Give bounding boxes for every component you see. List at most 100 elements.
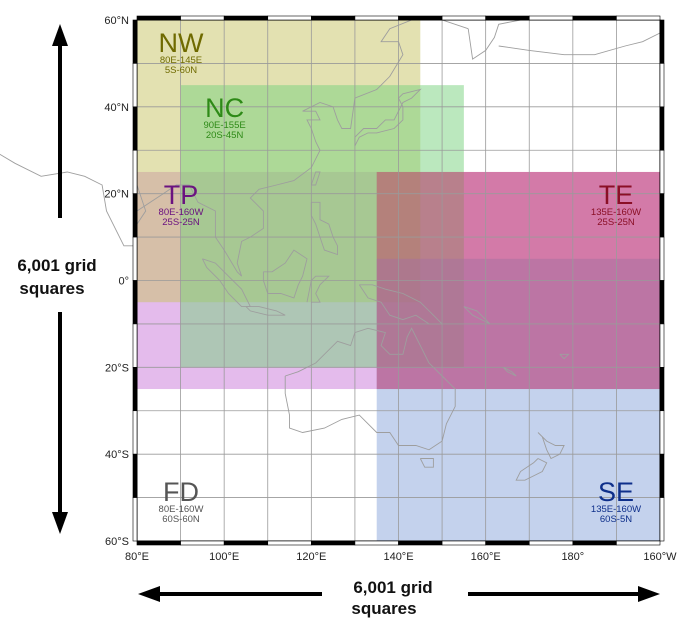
vertical-dimension: 6,001 grid squares — [17, 24, 97, 534]
region-nw-range: 80E-145E — [160, 55, 202, 66]
frame-band-left — [132, 193, 138, 238]
frame-band-left — [132, 106, 138, 151]
frame-band-right — [659, 453, 665, 498]
frame-band-right — [659, 149, 665, 194]
java-outline — [245, 306, 286, 316]
horizontal-label-line2: squares — [351, 599, 416, 618]
lon-tick-label: 180° — [561, 551, 584, 563]
frame-band-left — [132, 280, 138, 325]
vertical-arrow-up-head — [52, 24, 68, 46]
horizontal-dimension: 6,001 grid squares — [138, 578, 660, 618]
frame-band-right — [659, 236, 665, 281]
frame-band-top — [528, 15, 574, 21]
frame-band-top — [616, 15, 661, 21]
region-nc-range: 90E-155E — [203, 120, 245, 131]
region-fd-range: 60S-60N — [162, 514, 200, 525]
tasmania-outline — [419, 458, 434, 468]
frame-band-right — [659, 280, 665, 325]
frame-band-right — [659, 367, 665, 412]
frame-band-right — [659, 323, 665, 368]
frame-band-left — [132, 19, 138, 64]
frame-band-bottom — [136, 540, 181, 546]
frame-band-right — [659, 19, 665, 64]
frame-band-bottom — [180, 540, 225, 546]
region-se-range: 60S-5N — [600, 514, 632, 525]
region-fd-code: FD — [163, 477, 199, 507]
frame-band-top — [180, 15, 225, 21]
frame-band-bottom — [572, 540, 617, 546]
lat-tick-label: 20°N — [104, 189, 129, 201]
vertical-arrow-down-head — [52, 512, 68, 534]
frame-band-bottom — [311, 540, 356, 546]
horizontal-arrow-right-head — [638, 586, 660, 602]
horizontal-label-line1: 6,001 grid — [353, 578, 432, 597]
region-nw-code: NW — [159, 28, 204, 58]
frame-band-right — [659, 63, 665, 108]
sumatra-outline — [201, 258, 252, 308]
lon-tick-label: 160°E — [471, 551, 501, 563]
frame-band-top — [223, 15, 269, 21]
frame-band-right — [659, 106, 665, 151]
taiwan-outline — [310, 171, 321, 186]
frame-band-left — [132, 323, 138, 368]
region-te-range: 135E-160W — [591, 207, 641, 218]
frame-band-top — [485, 15, 530, 21]
frame-band-left — [132, 367, 138, 412]
lon-tick-label: 80°E — [125, 551, 149, 563]
bay-of-bengal-coast-outline — [136, 19, 469, 277]
frame-band-right — [659, 497, 665, 542]
lon-tick-label: 140°E — [383, 551, 413, 563]
frame-band-left — [132, 453, 138, 498]
new-caledonia-outline — [502, 366, 517, 377]
axis-tick-labels: 80°E 100°E 120°E 140°E 160°E 180° 160°W 60°N 40°… — [104, 15, 677, 563]
lat-tick-label: 60°N — [104, 15, 129, 27]
philippines-outline — [310, 201, 338, 256]
frame-band-right — [659, 410, 665, 455]
frame-band-bottom — [267, 540, 312, 546]
frame-band-left — [132, 149, 138, 194]
region-te-range: 25S-25N — [597, 217, 635, 228]
japan-outline — [354, 88, 422, 147]
lon-tick-label: 160°W — [643, 551, 677, 563]
lon-tick-label: 100°E — [209, 551, 239, 563]
lon-tick-label: 120°E — [296, 551, 326, 563]
lat-tick-label: 40°S — [105, 449, 129, 461]
frame-band-right — [659, 193, 665, 238]
map-frame — [132, 15, 665, 546]
frame-band-top — [398, 15, 443, 21]
region-te-code: TE — [599, 180, 634, 210]
alaska-aleutians-outline — [498, 32, 661, 56]
region-se-code: SE — [598, 477, 634, 507]
lat-tick-label: 40°N — [104, 102, 129, 114]
frame-band-bottom — [223, 540, 269, 546]
frame-band-top — [311, 15, 356, 21]
region-nw-range: 5S-60N — [165, 65, 197, 76]
vertical-label-line1: 6,001 grid — [17, 256, 96, 275]
lat-tick-label: 0° — [118, 276, 129, 288]
frame-band-top — [572, 15, 617, 21]
frame-band-top — [441, 15, 486, 21]
region-fd-range: 80E-160W — [159, 504, 204, 515]
frame-band-bottom — [616, 540, 661, 546]
frame-band-bottom — [485, 540, 530, 546]
region-nc-range: 20S-45N — [206, 130, 244, 141]
frame-band-bottom — [441, 540, 486, 546]
frame-band-top — [267, 15, 312, 21]
kamchatka-coast-outline — [467, 19, 521, 60]
region-tp-range: 25S-25N — [162, 217, 200, 228]
frame-band-bottom — [528, 540, 574, 546]
region-nc-code: NC — [205, 93, 244, 123]
lat-tick-label: 60°S — [105, 536, 129, 548]
region-tp-range: 80E-160W — [159, 207, 204, 218]
lat-tick-label: 20°S — [105, 362, 129, 374]
frame-band-left — [132, 410, 138, 455]
frame-band-top — [354, 15, 399, 21]
asia-coast-outline — [0, 153, 147, 247]
frame-band-bottom — [354, 540, 399, 546]
region-tp-code: TP — [164, 180, 199, 210]
region-se-range: 135E-160W — [591, 504, 641, 515]
frame-band-left — [132, 497, 138, 542]
horizontal-arrow-left-head — [138, 586, 160, 602]
frame-band-top — [136, 15, 181, 21]
